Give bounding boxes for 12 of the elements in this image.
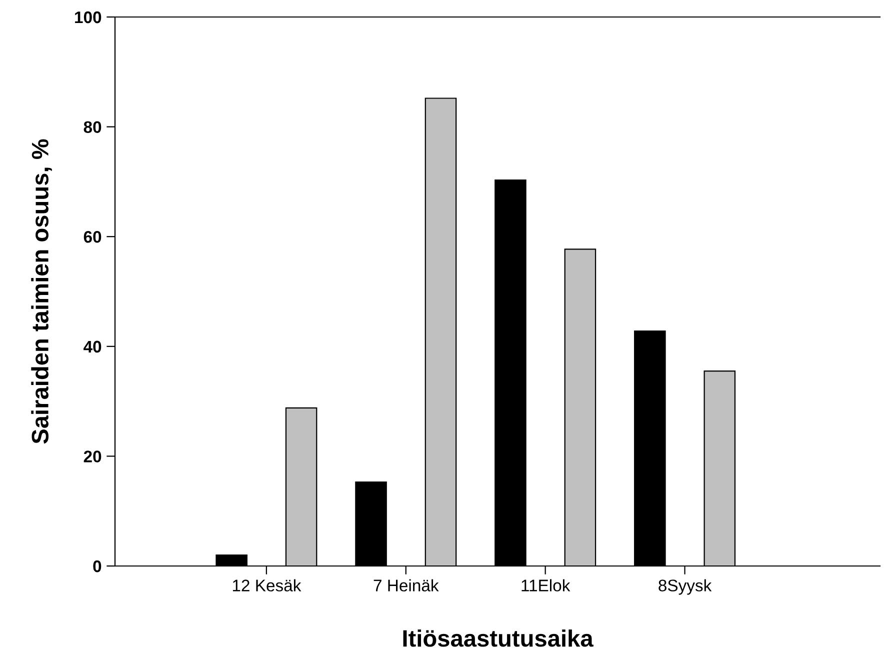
y-tick-label: 60 bbox=[84, 231, 102, 243]
y-tick-label: 100 bbox=[75, 11, 102, 24]
x-tick-label: 7 Heinäk bbox=[374, 579, 439, 592]
y-tick-label: 20 bbox=[84, 450, 102, 462]
x-tick-label: 8Syysk bbox=[658, 579, 712, 595]
y-axis-title: Sairaiden taimien osuus, % bbox=[31, 139, 52, 444]
x-tick-label: 12 Kesäk bbox=[232, 579, 302, 592]
y-tick-label: 80 bbox=[84, 121, 102, 134]
y-tick-label: 0 bbox=[93, 560, 102, 572]
y-tick-label: 40 bbox=[84, 340, 102, 353]
x-axis-title: Itiösaastutusaika bbox=[403, 629, 594, 647]
x-tick-label: 11Elok bbox=[522, 579, 570, 592]
